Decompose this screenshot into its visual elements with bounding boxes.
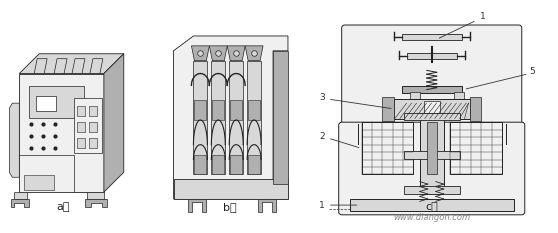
Polygon shape [54, 59, 67, 74]
Bar [74, 98, 102, 153]
Polygon shape [85, 199, 107, 207]
Bar [402, 34, 461, 40]
Bar [424, 101, 440, 116]
Polygon shape [11, 199, 29, 207]
Polygon shape [34, 59, 47, 74]
Text: b）: b） [223, 202, 237, 212]
Bar [36, 96, 56, 111]
Polygon shape [9, 103, 20, 177]
Bar [230, 154, 242, 174]
Polygon shape [209, 46, 227, 61]
Bar [454, 92, 464, 99]
Polygon shape [87, 192, 104, 199]
Text: 1: 1 [319, 201, 325, 209]
Polygon shape [258, 199, 276, 212]
Polygon shape [194, 61, 208, 174]
Bar [213, 100, 224, 120]
Bar [77, 122, 85, 132]
Polygon shape [273, 51, 288, 184]
Polygon shape [20, 74, 104, 192]
Bar [427, 122, 437, 175]
Text: 1: 1 [479, 12, 485, 21]
Bar [213, 154, 224, 174]
Polygon shape [72, 59, 85, 74]
Text: a）: a） [56, 202, 70, 212]
Bar [410, 92, 420, 99]
Bar [402, 86, 461, 93]
Text: 5: 5 [530, 67, 536, 76]
Bar [194, 154, 206, 174]
Polygon shape [189, 199, 206, 212]
Bar [77, 106, 85, 116]
Bar [77, 138, 85, 148]
Bar [404, 113, 460, 120]
Polygon shape [174, 36, 288, 199]
Text: www.diangon.com: www.diangon.com [394, 213, 471, 222]
Bar [358, 124, 506, 144]
Polygon shape [20, 54, 124, 74]
Bar [248, 100, 260, 120]
Bar [404, 186, 460, 194]
Text: 2: 2 [319, 132, 325, 141]
Polygon shape [382, 97, 394, 120]
Polygon shape [15, 192, 27, 199]
Bar [174, 179, 288, 199]
Text: c）: c） [426, 202, 439, 212]
Polygon shape [229, 61, 243, 174]
Bar [450, 122, 502, 175]
Bar [404, 151, 460, 159]
Bar [89, 122, 97, 132]
Bar [194, 100, 206, 120]
Polygon shape [90, 59, 103, 74]
Polygon shape [245, 46, 263, 61]
Polygon shape [191, 46, 209, 61]
Polygon shape [227, 46, 245, 61]
Polygon shape [211, 61, 225, 174]
Bar [362, 122, 413, 175]
Polygon shape [247, 61, 261, 174]
Bar [89, 106, 97, 116]
Bar [20, 154, 74, 192]
Polygon shape [104, 54, 124, 192]
FancyBboxPatch shape [339, 122, 525, 215]
Bar [89, 138, 97, 148]
Bar [248, 154, 260, 174]
Bar [230, 100, 242, 120]
Text: 3: 3 [319, 93, 325, 102]
Bar [394, 99, 469, 119]
Bar [25, 175, 54, 190]
Bar [350, 199, 514, 211]
Bar [29, 86, 84, 118]
Polygon shape [469, 97, 482, 120]
Bar [420, 113, 444, 194]
Bar [407, 53, 456, 59]
FancyBboxPatch shape [341, 25, 522, 147]
